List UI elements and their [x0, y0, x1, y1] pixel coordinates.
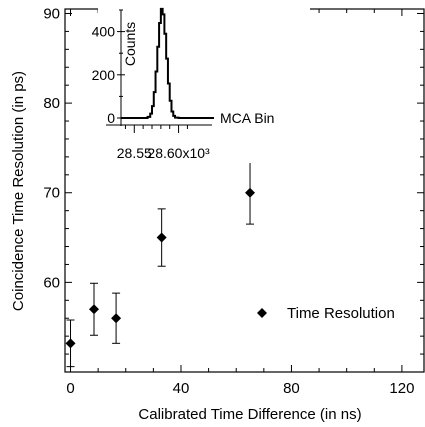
main-axis-ticks: 0 40 80 120 60 70 80 90	[43, 5, 424, 397]
y-tick-label: 60	[43, 274, 60, 291]
data-point-diamond	[111, 313, 122, 324]
inset-y-axis-label: Counts	[122, 22, 138, 66]
series-time-resolution	[65, 160, 256, 368]
data-point-diamond	[156, 232, 167, 243]
legend-label: Time Resolution	[287, 305, 395, 322]
inset-y-tick-label: 200	[92, 67, 116, 83]
inset-x-tick-label: 28.60x10³	[147, 145, 210, 161]
legend: Time Resolution	[257, 305, 395, 322]
x-tick-label: 120	[389, 380, 414, 397]
data-point-diamond	[88, 304, 99, 315]
inset-histogram-line	[121, 7, 214, 119]
inset-x-tick-label: 28.55	[117, 145, 152, 161]
y-tick-label: 90	[43, 5, 60, 22]
y-axis-label: Coincidence Time Resolution (in ps)	[10, 71, 27, 311]
inset-x-axis-label: MCA Bin	[220, 110, 274, 126]
data-point-diamond	[245, 187, 256, 198]
y-tick-label: 80	[43, 95, 60, 112]
x-tick-label: 0	[66, 380, 74, 397]
data-point-diamond	[65, 338, 76, 349]
x-axis-label: Calibrated Time Difference (in ns)	[138, 406, 361, 423]
legend-marker-diamond	[257, 308, 267, 318]
inset-y-tick-label: 400	[92, 24, 116, 40]
y-tick-label: 70	[43, 185, 60, 202]
inset-y-tick-label: 0	[107, 110, 115, 126]
inset-background	[98, 5, 310, 163]
x-tick-label: 40	[173, 380, 190, 397]
main-data-points	[65, 160, 256, 368]
x-tick-label: 80	[283, 380, 300, 397]
